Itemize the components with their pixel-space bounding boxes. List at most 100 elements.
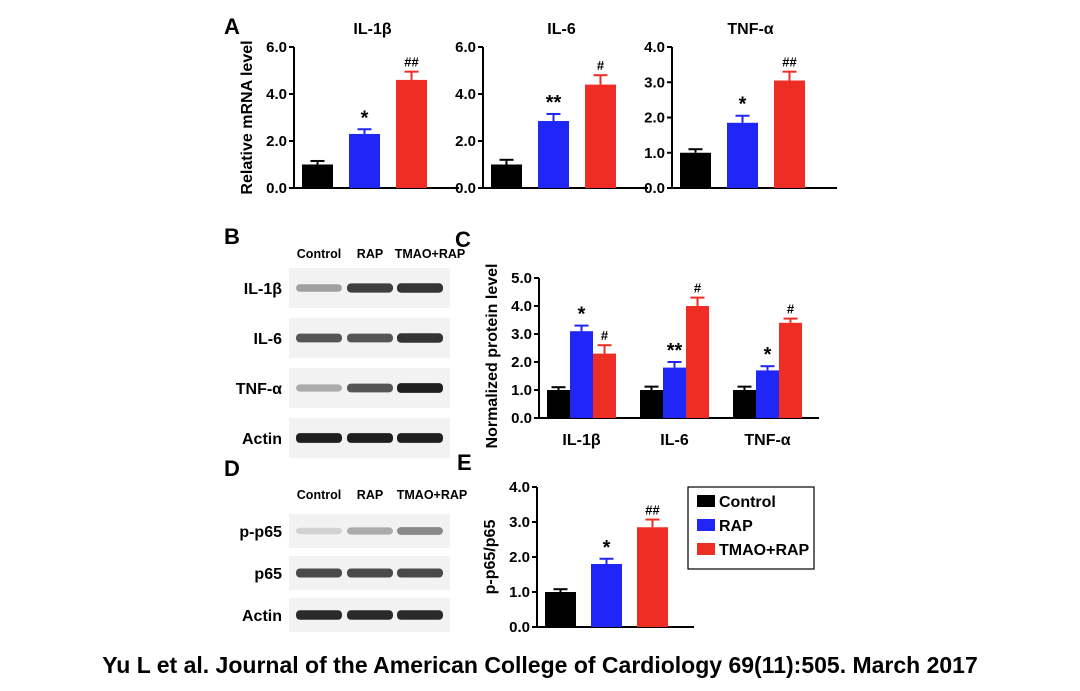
chart-c-bar-tmao-rap [779,322,802,418]
blot-d-band [296,610,342,620]
legend-label: RAP [719,518,753,535]
chart-c-bar-control [547,390,570,418]
chart-a2-ytick-label: 2.0 [455,133,476,150]
chart-e-ytick-label: 1.0 [509,584,530,601]
chart-a2-title: IL-6 [547,21,576,38]
panel-label-a: A [224,14,240,39]
chart-e-bar-rap [591,564,622,627]
legend-swatch-control [697,495,715,507]
western-blot-d: Control RAP TMAO+RAP p-p65 p65 Actin [239,488,467,632]
blot-b-lane-label: TMAO+RAP [395,247,466,261]
chart-a3-significance: ## [782,55,797,70]
panel-label-d: D [224,456,240,481]
chart-a3-bar-tmao-rap [774,80,805,188]
chart-c-bar-tmao-rap [593,353,616,418]
chart-a1-bar-control [302,164,333,188]
blot-d-band [397,568,443,578]
legend: Control RAP TMAO+RAP [687,486,815,570]
blot-d-row-label: Actin [242,608,282,625]
blot-d-band [296,527,342,535]
blot-b-band [347,433,393,443]
western-blot-b: Control RAP TMAO+RAP IL-1β IL-6 TNF-α Actin [236,247,466,458]
chart-a3-ytick-label: 4.0 [644,39,665,56]
chart-p65-ratio: 0.0 1.0 2.0 3.0 4.0 * ## p-p65/p65 [482,479,694,636]
blot-b-band [296,333,342,343]
chart-a3-bar-control [680,152,711,188]
chart-a1-ytick-label: 4.0 [266,86,287,103]
chart-a2-significance: # [597,58,605,73]
blot-b-band [296,433,342,443]
chart-c-bar-control [640,390,663,418]
blot-b-band [397,383,443,393]
chart-a2-bar-tmao-rap [585,84,616,188]
blot-d-row-label: p65 [254,566,282,583]
blot-b-row-label: IL-6 [254,331,283,348]
chart-e-significance: * [603,537,611,559]
citation-text: Yu L et al. Journal of the American Coll… [102,652,978,678]
chart-a1-significance: * [361,107,369,129]
chart-a3-ytick-label: 1.0 [644,145,665,162]
chart-c-bar-rap [663,367,686,418]
chart-il6-mrna: 0.0 2.0 4.0 6.0 ** # IL-6 [455,21,648,197]
chart-a2-bar-control [491,164,522,188]
chart-a1-bar-tmao-rap [396,79,427,188]
chart-e-ytick-label: 4.0 [509,479,530,496]
blot-b-band [296,284,342,292]
blot-b-lane-label: RAP [357,247,383,261]
legend-swatch-tmao-rap [697,543,715,555]
blot-b-row-label: Actin [242,431,282,448]
chart-c-xtick-label: IL-6 [660,432,689,449]
chart-a3-ytick-label: 2.0 [644,110,665,127]
blot-d-lane-label: Control [297,488,341,502]
blot-b-band [397,283,443,293]
chart-a2-ytick-label: 6.0 [455,39,476,56]
legend-swatch-rap [697,519,715,531]
chart-e-bar-tmao-rap [637,527,668,627]
chart-a2-bar-rap [538,121,569,188]
chart-c-significance: * [578,304,586,326]
chart-a1-bar-rap [349,133,380,188]
chart-a1-ytick-label: 2.0 [266,133,287,150]
blot-d-band [347,527,393,535]
blot-b-band [347,333,393,343]
chart-a1-ylabel: Relative mRNA level [239,40,256,194]
chart-c-ytick-label: 1.0 [511,382,532,399]
chart-a3-ytick-label: 3.0 [644,74,665,91]
legend-label: TMAO+RAP [719,542,810,559]
blot-b-band [296,384,342,392]
panel-label-c: C [455,227,471,252]
blot-b-band [397,433,443,443]
chart-c-bar-rap [570,331,593,418]
chart-c-bar-control [733,390,756,418]
blot-b-band [347,383,393,393]
chart-protein-level: 0.0 1.0 2.0 3.0 4.0 5.0 * # IL-1β ** # IL-6 * # TNF-α N… [484,264,819,449]
chart-c-significance: ** [667,340,683,362]
blot-b-row-label: TNF-α [236,381,282,398]
chart-c-xtick-label: TNF-α [744,432,790,449]
blot-d-band [296,568,342,578]
panel-label-b: B [224,224,240,249]
chart-c-bar-tmao-rap [686,306,709,418]
blot-b-row-label: IL-1β [244,281,282,298]
chart-c-ytick-label: 4.0 [511,298,532,315]
chart-c-ytick-label: 5.0 [511,270,532,287]
chart-a3-title: TNF-α [727,21,773,38]
chart-a1-ytick-label: 0.0 [266,180,287,197]
chart-a3-ytick-label: 0.0 [644,180,665,197]
chart-e-significance: ## [645,503,660,518]
blot-b-band [347,283,393,293]
chart-a1-title: IL-1β [353,21,391,38]
chart-c-significance: # [601,328,609,343]
chart-e-bar-control [545,592,576,627]
blot-b-band [397,333,443,343]
chart-c-ytick-label: 2.0 [511,354,532,371]
panel-label-e: E [457,450,472,475]
blot-d-row-label: p-p65 [239,524,282,541]
chart-c-bar-rap [756,370,779,418]
chart-e-ytick-label: 2.0 [509,549,530,566]
legend-label: Control [719,494,776,511]
blot-d-band [397,527,443,535]
chart-tnfa-mrna: 0.0 1.0 2.0 3.0 4.0 * ## TNF-α [644,21,837,197]
chart-c-ytick-label: 3.0 [511,326,532,343]
